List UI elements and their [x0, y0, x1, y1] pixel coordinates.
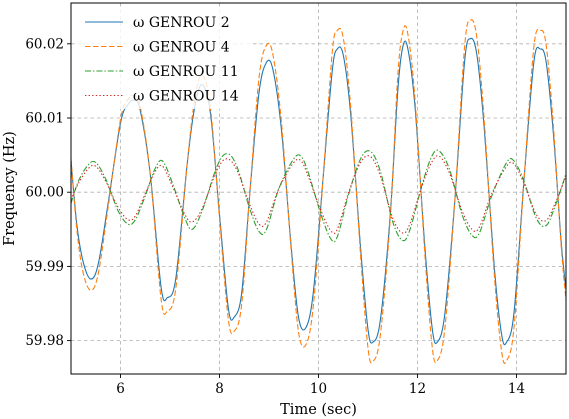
legend-label-2: ω GENROU 4	[133, 40, 230, 56]
legend-label-4: ω GENROU 14	[133, 89, 239, 105]
y-tick-label: 60.02	[25, 36, 64, 52]
series-lines	[71, 19, 566, 364]
axis-ticks: 6 8 10 12 14 59.98 59.99 60.00 60.01 60.02	[25, 36, 525, 397]
x-tick-label: 14	[508, 381, 525, 397]
series-line-3	[71, 149, 566, 243]
y-tick-label: 60.01	[25, 111, 64, 127]
x-tick-label: 10	[310, 381, 327, 397]
legend-label-3: ω GENROU 11	[133, 64, 239, 80]
y-tick-label: 59.99	[25, 259, 64, 275]
y-tick-label: 60.00	[25, 185, 64, 201]
y-axis-label: Frequency (Hz)	[2, 131, 18, 246]
x-tick-label: 12	[409, 381, 426, 397]
x-tick-label: 8	[215, 381, 224, 397]
x-tick-label: 6	[116, 381, 125, 397]
grid	[71, 3, 566, 374]
x-axis-label: Time (sec)	[280, 402, 357, 418]
legend-label-1: ω GENROU 2	[133, 15, 230, 31]
legend-box	[75, 7, 253, 109]
legend: ω GENROU 2 ω GENROU 4 ω GENROU 11 ω GENROU …	[75, 7, 253, 109]
y-tick-label: 59.98	[25, 333, 64, 349]
